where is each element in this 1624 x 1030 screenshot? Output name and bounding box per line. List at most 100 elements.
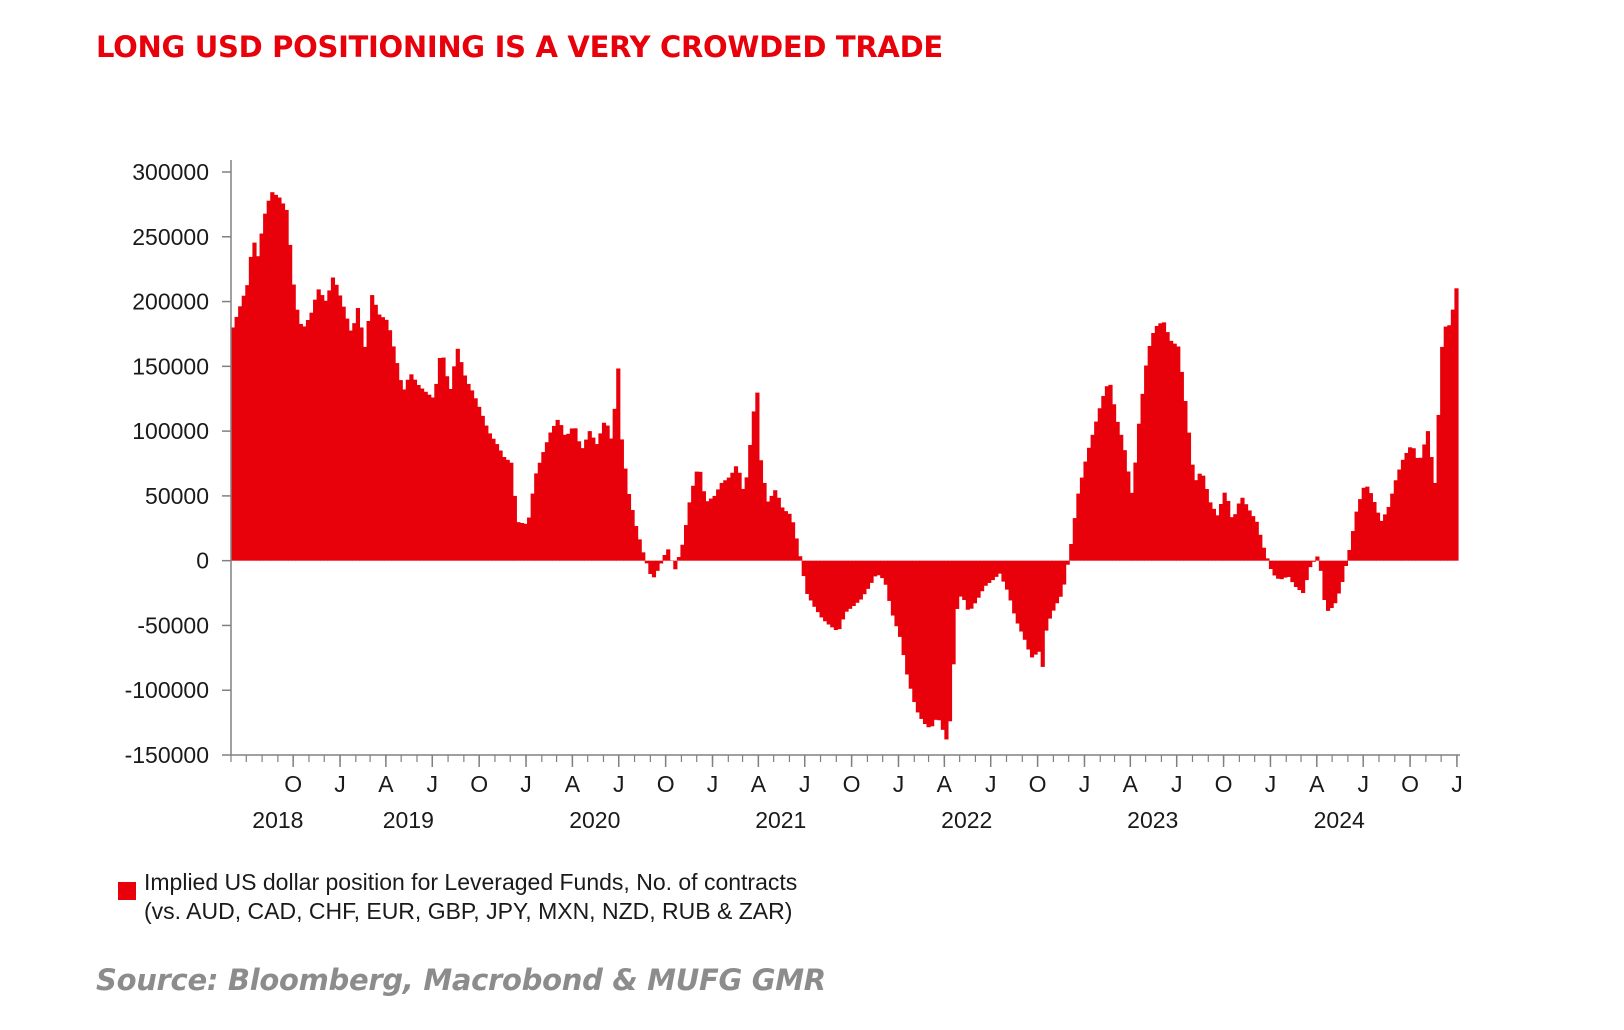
bar xyxy=(1297,560,1302,591)
bar xyxy=(1154,325,1159,561)
bar xyxy=(1026,560,1031,650)
bar xyxy=(1201,475,1206,561)
bar xyxy=(894,560,899,627)
x-tick-label: J xyxy=(1171,771,1183,797)
bar xyxy=(366,320,371,561)
bar xyxy=(1140,393,1145,561)
bar xyxy=(1325,560,1331,611)
y-tick-label: 250000 xyxy=(132,224,209,250)
bar xyxy=(1158,323,1163,561)
y-tick-label: 100000 xyxy=(132,418,209,444)
bar xyxy=(334,284,339,561)
bar xyxy=(776,497,781,561)
bar xyxy=(880,560,885,579)
bar xyxy=(865,560,871,589)
bar xyxy=(1236,503,1241,561)
bar xyxy=(766,501,771,561)
bar xyxy=(584,439,589,561)
bar xyxy=(238,306,243,561)
source-note: Source: Bloomberg, Macrobond & MUFG GMR xyxy=(96,963,826,997)
bar xyxy=(1047,560,1052,619)
bar xyxy=(534,473,539,561)
bar xyxy=(395,363,400,561)
bar xyxy=(248,256,253,561)
bar xyxy=(1343,560,1348,566)
bar xyxy=(448,389,453,561)
bar xyxy=(459,362,464,561)
bar xyxy=(1094,421,1099,561)
bar xyxy=(780,507,785,561)
bar xyxy=(951,560,956,665)
bar xyxy=(338,295,343,561)
bar xyxy=(1058,560,1063,597)
bar xyxy=(1197,473,1202,561)
bar xyxy=(466,383,471,561)
bar xyxy=(630,509,635,561)
bar xyxy=(1194,480,1199,561)
bar xyxy=(755,392,760,561)
chart-title: LONG USD POSITIONING IS A VERY CROWDED T… xyxy=(96,30,943,64)
x-year-label: 2024 xyxy=(1314,807,1365,833)
bar xyxy=(1279,560,1284,580)
bar xyxy=(273,194,278,561)
bar xyxy=(241,295,246,561)
bar xyxy=(491,438,496,561)
bar xyxy=(252,242,257,561)
bar xyxy=(377,314,382,561)
bar xyxy=(1172,343,1177,561)
bar xyxy=(387,330,393,561)
bar xyxy=(869,560,874,583)
bar xyxy=(566,433,571,561)
bar xyxy=(1272,560,1277,576)
bar xyxy=(544,442,550,561)
x-tick-label: A xyxy=(1309,771,1325,797)
chart-svg: 300000 250000 200000 150000 100000 50000 0 -500… xyxy=(125,159,1463,833)
x-tick-label: J xyxy=(1079,771,1091,797)
bar xyxy=(1183,401,1188,561)
bar xyxy=(751,411,756,561)
legend-swatch xyxy=(118,882,136,900)
bar xyxy=(805,560,810,594)
bar xyxy=(320,295,325,561)
x-tick-label: O xyxy=(657,771,675,797)
bar xyxy=(1258,534,1263,561)
bar xyxy=(1136,423,1142,561)
bar xyxy=(480,415,485,561)
bar xyxy=(576,441,582,561)
bar xyxy=(922,560,928,724)
bar xyxy=(1022,560,1027,640)
bar xyxy=(1226,500,1231,561)
bar xyxy=(1454,288,1459,561)
bar xyxy=(801,560,806,577)
bar xyxy=(1147,345,1152,561)
bar xyxy=(915,560,920,713)
bar xyxy=(384,319,389,561)
y-tick-label: -100000 xyxy=(125,677,209,703)
bar xyxy=(609,438,614,561)
bar xyxy=(405,379,410,561)
bar xyxy=(708,498,714,561)
bar xyxy=(1429,457,1434,561)
bar xyxy=(580,448,585,561)
bar xyxy=(883,560,888,585)
bar xyxy=(1308,560,1313,568)
x-tick-label: J xyxy=(799,771,811,797)
bar xyxy=(940,560,945,730)
bar xyxy=(719,482,724,561)
bar xyxy=(683,525,689,561)
y-tick-label: 150000 xyxy=(132,353,209,379)
bar xyxy=(1004,560,1010,590)
bar xyxy=(694,471,699,561)
bar xyxy=(302,326,307,561)
bar xyxy=(1340,560,1345,583)
bar xyxy=(994,560,999,577)
bar xyxy=(1115,421,1120,561)
bar xyxy=(1215,515,1220,561)
bar xyxy=(790,522,796,561)
bar xyxy=(352,323,357,561)
bar xyxy=(616,368,621,561)
bar xyxy=(323,300,328,561)
bar xyxy=(1276,560,1281,579)
bar xyxy=(1397,469,1402,561)
bar xyxy=(976,560,981,598)
